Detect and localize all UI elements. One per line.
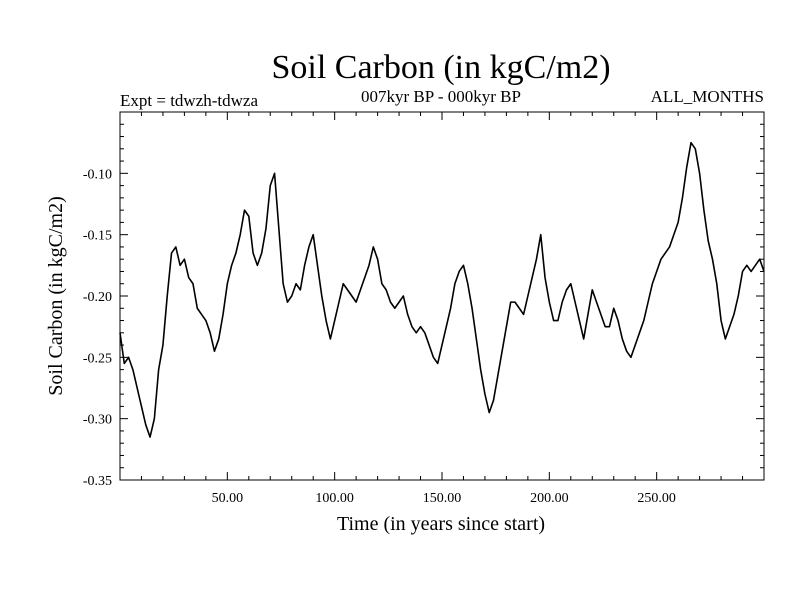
x-tick-label: 250.00 [637, 491, 676, 506]
period-label: 007kyr BP - 000kyr BP [361, 87, 521, 106]
y-axis-ticks: -0.35 -0.30 -0.25 -0.20 -0.15 -0.10 [83, 167, 764, 489]
x-tick-label: 100.00 [315, 491, 354, 506]
experiment-label: Expt = tdwzh-tdwza [120, 91, 258, 110]
chart-title: Soil Carbon (in kgC/m2) [271, 49, 610, 86]
plot-frame [119, 111, 765, 481]
y-tick-label: -0.25 [83, 351, 112, 366]
x-tick-label: 200.00 [530, 491, 569, 506]
x-axis-label: Time (in years since start) [337, 513, 545, 535]
y-tick-label: -0.15 [83, 229, 112, 244]
x-axis-ticks: 50.00 100.00 150.00 200.00 250.00 [212, 112, 676, 506]
soil-carbon-series-line [119, 141, 765, 438]
y-tick-label: -0.10 [83, 167, 112, 182]
y-tick-label: -0.20 [83, 290, 112, 305]
x-tick-label: 50.00 [212, 491, 244, 506]
minor-ticks [120, 112, 764, 480]
y-tick-label: -0.30 [83, 413, 112, 428]
months-label: ALL_MONTHS [651, 87, 764, 106]
x-tick-label: 150.00 [423, 491, 462, 506]
y-axis-label: Soil Carbon (in kgC/m2) [45, 196, 67, 395]
y-tick-label: -0.35 [83, 474, 112, 489]
